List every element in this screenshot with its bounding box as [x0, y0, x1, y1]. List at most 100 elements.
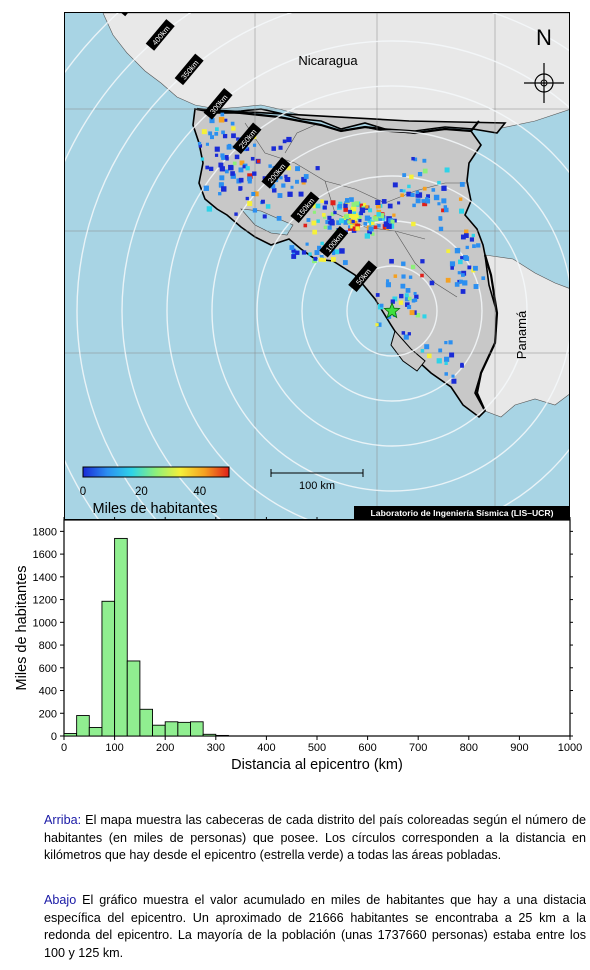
caption-top: Arriba: El mapa muestra las cabeceras de… — [44, 812, 586, 865]
district-point — [415, 312, 421, 318]
district-point — [210, 135, 214, 140]
district-point — [464, 229, 469, 234]
district-point — [245, 166, 250, 171]
district-point — [245, 147, 250, 151]
district-point — [426, 353, 432, 359]
map-gridlines — [65, 13, 569, 519]
district-point — [272, 188, 277, 193]
district-point — [437, 180, 441, 185]
district-point — [206, 206, 213, 212]
histogram-bar — [101, 600, 116, 737]
district-point — [412, 203, 416, 208]
x-tick-label: 100 — [105, 742, 123, 754]
district-point — [224, 155, 229, 159]
district-point — [198, 144, 203, 148]
district-point — [348, 226, 353, 231]
district-point — [465, 245, 469, 250]
district-point — [481, 276, 486, 281]
histogram-bar — [215, 734, 229, 737]
histogram-bar — [126, 660, 141, 737]
district-point — [375, 203, 381, 209]
district-point — [295, 179, 299, 184]
district-point — [411, 221, 416, 227]
district-population-points — [197, 112, 486, 384]
district-point — [270, 184, 276, 189]
district-point — [392, 213, 396, 217]
district-point — [347, 225, 352, 229]
district-point — [277, 193, 283, 198]
district-point — [444, 167, 450, 173]
district-point — [234, 212, 238, 216]
district-point — [342, 260, 348, 265]
district-point — [325, 220, 330, 225]
district-point — [359, 207, 366, 213]
district-point — [209, 118, 215, 124]
district-point — [330, 256, 336, 262]
district-point — [355, 223, 361, 229]
district-point — [214, 131, 219, 136]
x-tick-label: 200 — [156, 742, 174, 754]
district-point — [363, 221, 368, 226]
district-point — [402, 173, 407, 178]
district-point — [286, 166, 291, 171]
district-point — [401, 274, 406, 279]
district-point — [443, 205, 448, 209]
district-point — [406, 191, 412, 197]
histogram-bar — [190, 721, 204, 737]
district-point — [399, 189, 403, 193]
district-point — [398, 300, 404, 305]
x-axis-ticks: 0 100 200 300 400 500 600 700 800 900 1000 — [61, 517, 582, 754]
district-point — [397, 201, 401, 205]
district-point — [382, 217, 386, 221]
scale-bar: 100 km — [270, 469, 364, 492]
y-axis-label: Miles de habitantes — [14, 566, 30, 691]
district-point — [415, 198, 421, 204]
district-point — [305, 242, 309, 246]
population-map: 50km100km150km200km250km300km350km400km4… — [64, 12, 570, 520]
district-point — [327, 215, 332, 220]
district-point — [422, 168, 428, 174]
district-point — [316, 219, 320, 223]
district-point — [250, 156, 255, 161]
district-point — [242, 165, 246, 169]
scale-bar-label: 100 km — [299, 480, 335, 492]
district-point — [420, 273, 424, 278]
district-point — [322, 205, 327, 210]
district-point — [444, 207, 449, 213]
district-point — [330, 200, 336, 206]
district-point — [200, 157, 205, 161]
district-point — [291, 254, 297, 259]
district-point — [238, 186, 243, 191]
district-point — [413, 298, 418, 302]
district-point — [289, 245, 295, 250]
district-point — [295, 166, 300, 172]
district-point — [225, 157, 229, 161]
district-point — [413, 291, 417, 296]
caption-bottom-text: El gráfico muestra el valor acumulado en… — [44, 893, 586, 960]
district-point — [219, 175, 225, 181]
district-point — [252, 171, 257, 176]
y-tick-label: 400 — [39, 686, 57, 698]
epicenter-star — [383, 301, 401, 319]
district-point — [401, 331, 406, 335]
y-tick-label: 800 — [39, 640, 57, 652]
district-point — [315, 166, 320, 171]
district-point — [359, 203, 364, 208]
district-point — [312, 210, 316, 214]
district-point — [444, 372, 448, 376]
district-point — [409, 310, 415, 316]
district-point — [282, 139, 287, 144]
district-point — [437, 202, 441, 206]
district-point — [375, 199, 381, 206]
district-point — [422, 314, 427, 319]
district-point — [407, 296, 412, 301]
district-point — [375, 323, 379, 327]
district-point — [203, 185, 209, 191]
district-point — [444, 356, 450, 362]
y-tick-label: 1000 — [33, 617, 57, 629]
district-point — [399, 293, 404, 299]
y-tick-label: 1400 — [33, 572, 57, 584]
district-point — [284, 174, 288, 178]
district-point — [390, 299, 395, 304]
district-point — [422, 201, 428, 207]
